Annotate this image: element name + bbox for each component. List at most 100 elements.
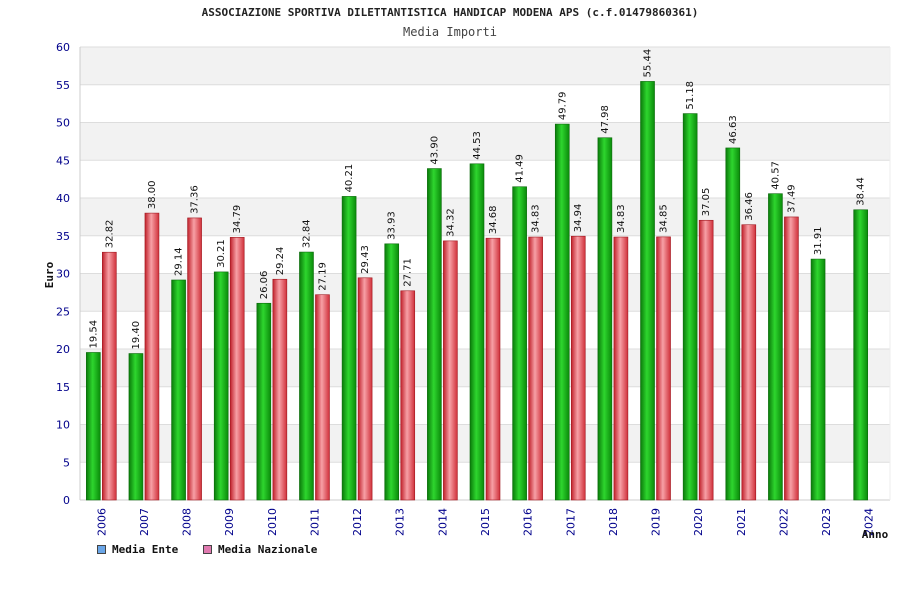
y-tick-label: 60	[56, 41, 70, 54]
bar-media-ente	[725, 147, 741, 501]
data-label-media-ente: 47.98	[600, 105, 611, 134]
x-tick-label: 2010	[266, 508, 279, 536]
x-tick-label: 2024	[863, 508, 876, 536]
bar-media-ente	[86, 352, 101, 501]
data-label-media-ente: 41.49	[515, 154, 526, 183]
x-tick-label: 2015	[479, 508, 492, 536]
bar-media-nazionale	[485, 237, 501, 501]
bar-media-ente	[597, 137, 613, 501]
bar-media-nazionale	[443, 240, 458, 501]
x-tick-label: 2012	[351, 508, 364, 536]
bar-media-nazionale	[315, 294, 330, 501]
legend: Media Nazionale	[203, 543, 317, 556]
bars	[86, 81, 868, 501]
x-tick-label: 2013	[394, 508, 407, 536]
data-label-media-ente: 29.14	[174, 247, 185, 276]
x-tick-label: 2020	[692, 508, 705, 536]
data-label-media-nazionale: 32.82	[104, 220, 115, 249]
bar-media-ente	[810, 258, 826, 501]
data-label-media-nazionale: 34.94	[573, 204, 584, 233]
data-label-media-nazionale: 34.79	[232, 205, 243, 234]
bar-media-ente	[554, 123, 570, 501]
x-tick-label: 2023	[820, 508, 833, 536]
y-tick-label: 40	[56, 192, 70, 205]
y-tick-label: 15	[56, 381, 70, 394]
bar-media-ente	[512, 186, 527, 501]
data-label-media-nazionale: 29.24	[275, 247, 286, 276]
bar-media-ente	[341, 196, 357, 501]
y-tick-label: 30	[56, 268, 70, 281]
bar-media-nazionale	[784, 216, 799, 501]
legend-label-nazionale: Media Nazionale	[218, 543, 318, 556]
bar-media-nazionale	[144, 212, 160, 501]
data-label-media-ente: 51.18	[685, 81, 696, 110]
data-label-media-nazionale: 37.05	[701, 188, 712, 217]
bar-media-nazionale	[229, 237, 245, 501]
bar-media-ente	[299, 251, 314, 501]
y-tick-label: 50	[56, 117, 70, 130]
data-label-media-ente: 31.91	[813, 226, 824, 255]
bar-media-ente	[213, 271, 229, 501]
bar-media-nazionale	[102, 251, 117, 501]
data-label-media-nazionale: 29.43	[360, 245, 371, 274]
x-tick-label: 2011	[308, 508, 321, 536]
grid-band	[80, 47, 890, 85]
x-tick-label: 2019	[650, 508, 663, 536]
bar-media-ente	[256, 302, 272, 501]
x-tick-label: 2017	[564, 508, 577, 536]
x-tick-label: 2008	[181, 508, 194, 536]
data-label-media-ente: 33.93	[387, 211, 398, 240]
bar-media-ente	[640, 81, 655, 501]
x-tick-label: 2014	[436, 508, 449, 536]
data-labels: 19.54 32.82 19.40 38.00 29.14 37.36 30.21 34.79…	[88, 49, 866, 350]
chart-title: ASSOCIAZIONE SPORTIVA DILETTANTISTICA HA…	[201, 6, 699, 19]
y-tick-label: 55	[56, 79, 70, 92]
data-label-media-ente: 43.90	[429, 136, 440, 165]
bar-media-ente	[171, 279, 186, 501]
data-label-media-ente: 26.06	[259, 271, 270, 300]
y-tick-labels: 0 5 10 15 20 25 30 35 40 45 50 55 60	[56, 41, 70, 507]
y-axis-label: Euro	[43, 261, 56, 288]
data-label-media-nazionale: 37.49	[786, 184, 797, 213]
x-tick-label: 2018	[607, 508, 620, 536]
legend-swatch-ente	[97, 545, 106, 554]
bar-media-ente	[469, 163, 485, 501]
bar-media-ente	[384, 243, 400, 501]
data-label-media-ente: 30.21	[216, 239, 227, 268]
grid-band	[80, 122, 890, 161]
x-tick-label: 2021	[735, 508, 748, 536]
bar-media-nazionale	[656, 236, 671, 501]
bar-media-nazionale	[613, 236, 629, 501]
data-label-media-ente: 32.84	[301, 219, 312, 248]
data-label-media-ente: 49.79	[557, 91, 568, 120]
y-tick-label: 20	[56, 343, 70, 356]
legend-label-ente: Media Ente	[112, 543, 179, 556]
legend: Media Ente	[97, 543, 178, 556]
data-label-media-nazionale: 27.19	[317, 262, 328, 291]
x-tick-label: 2016	[522, 508, 535, 536]
legend-swatch-nazionale	[203, 545, 212, 554]
data-label-media-ente: 19.54	[88, 320, 99, 349]
data-label-media-ente: 46.63	[728, 115, 739, 144]
bar-media-ente	[427, 168, 442, 501]
data-label-media-ente: 38.44	[856, 177, 867, 206]
data-label-media-nazionale: 34.68	[488, 206, 499, 235]
y-tick-label: 45	[56, 154, 70, 167]
data-label-media-ente: 55.44	[643, 49, 654, 78]
data-label-media-nazionale: 38.00	[147, 180, 158, 209]
data-label-media-nazionale: 36.46	[744, 192, 755, 221]
chart-subtitle: Media Importi	[403, 25, 497, 39]
bar-media-nazionale	[698, 219, 714, 501]
data-label-media-nazionale: 34.85	[659, 204, 670, 233]
x-tick-label: 2006	[95, 508, 108, 536]
data-label-media-ente: 19.40	[131, 321, 142, 350]
data-label-media-nazionale: 34.32	[445, 208, 456, 237]
data-label-media-ente: 44.53	[472, 131, 483, 160]
y-tick-label: 0	[63, 494, 70, 507]
bar-media-ente	[768, 193, 783, 501]
x-axis-label: Anno	[862, 528, 889, 541]
data-label-media-nazionale: 27.71	[403, 258, 414, 287]
x-tick-label: 2007	[138, 508, 151, 536]
y-tick-label: 35	[56, 230, 70, 243]
y-tick-label: 5	[63, 456, 70, 469]
